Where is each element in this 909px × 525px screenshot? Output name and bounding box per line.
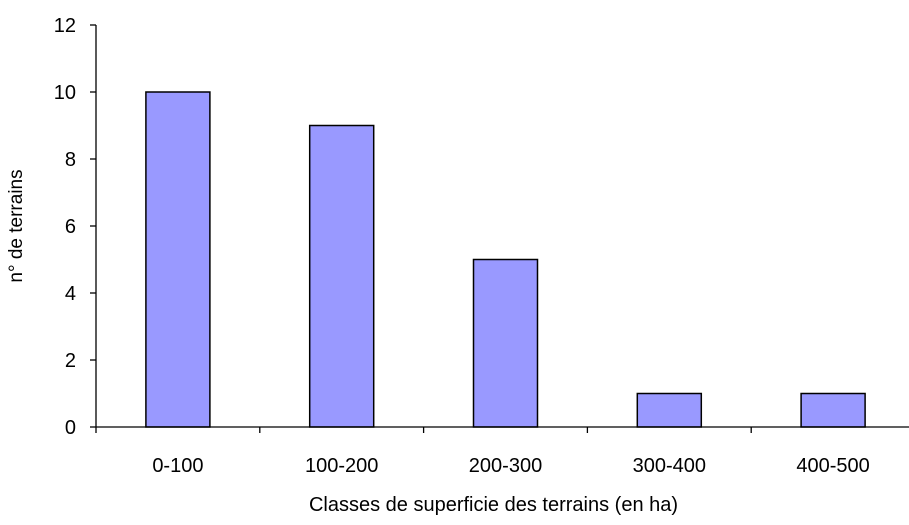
axes-layer: [90, 24, 909, 433]
y-tick-label: 8: [65, 149, 76, 171]
bars-layer: [145, 91, 866, 428]
bar-400-500: [800, 392, 866, 428]
y-tick-label: 0: [65, 417, 76, 439]
x-tick-label: 200-300: [469, 455, 542, 477]
bar-200-300: [472, 258, 539, 428]
bar-300-400: [636, 392, 703, 428]
tick-labels-layer: 0 2 4 6 8 10 12 0-100 100-200 200-300 300-400 400-5…: [54, 15, 870, 477]
x-tick-label: 300-400: [633, 455, 706, 477]
y-tick-label: 10: [54, 82, 76, 104]
y-tick-label: 2: [65, 350, 76, 372]
bar-100-200: [308, 124, 375, 428]
x-tick-label: 100-200: [305, 455, 378, 477]
bar-0-100: [145, 91, 211, 428]
y-tick-label: 6: [65, 216, 76, 238]
x-tick-label: 0-100: [152, 455, 203, 477]
y-tick-label: 4: [65, 283, 76, 305]
y-tick-label: 12: [54, 15, 76, 37]
y-axis-title: n° de terrains: [6, 169, 27, 282]
x-axis-title: Classes de superficie des terrains (en h…: [309, 494, 678, 516]
x-tick-label: 400-500: [796, 455, 869, 477]
